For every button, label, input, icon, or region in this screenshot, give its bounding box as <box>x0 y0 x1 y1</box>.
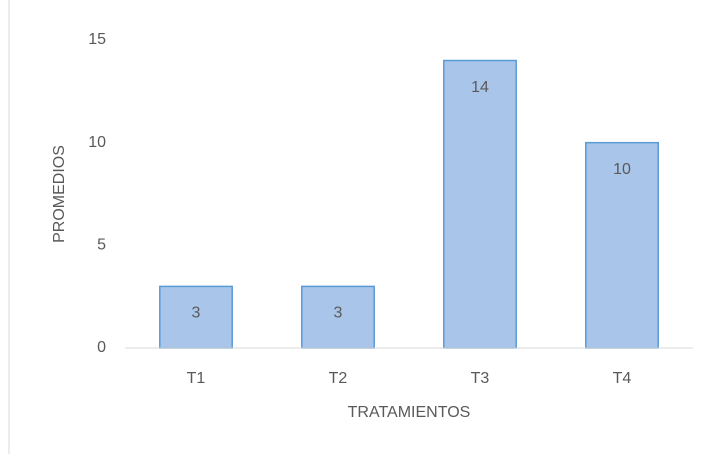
y-axis-title: PROMEDIOS <box>51 145 68 243</box>
data-label: 10 <box>613 161 631 178</box>
y-tick-label: 10 <box>88 134 106 151</box>
bar <box>443 59 517 349</box>
bar <box>301 285 375 349</box>
x-axis-title: TRATAMIENTOS <box>348 404 471 421</box>
data-label: 14 <box>471 79 489 96</box>
y-tick-label: 5 <box>97 237 106 254</box>
data-label: 3 <box>334 305 343 322</box>
data-label: 3 <box>192 305 201 322</box>
x-tick-label: T3 <box>471 370 490 387</box>
x-tick-label: T2 <box>329 370 348 387</box>
y-tick-label: 15 <box>88 31 106 48</box>
x-tick-label: T4 <box>613 370 632 387</box>
x-tick-label: T1 <box>187 370 206 387</box>
y-tick-label: 0 <box>97 339 106 356</box>
